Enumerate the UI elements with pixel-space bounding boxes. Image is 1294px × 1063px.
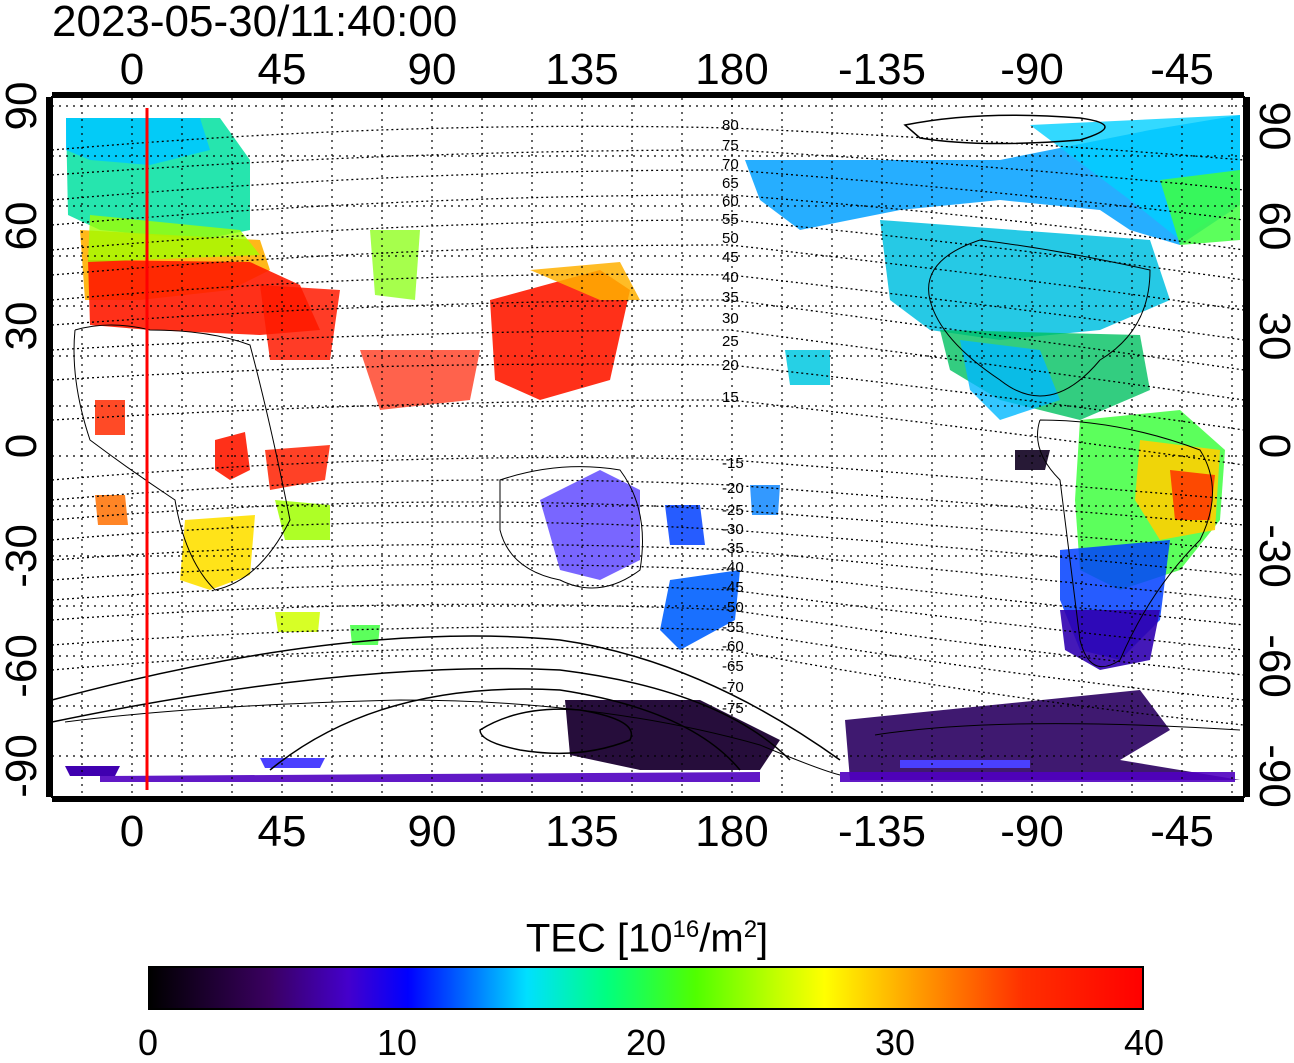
lon-tick-label: -90 bbox=[1000, 45, 1064, 94]
contour-label: -35 bbox=[722, 540, 744, 557]
lat-tick-label: 0 bbox=[0, 434, 46, 458]
contour-label: 20 bbox=[722, 357, 739, 374]
contour-label: -75 bbox=[722, 700, 744, 717]
contour-label: 30 bbox=[722, 310, 739, 327]
lat-tick-label: 30 bbox=[1250, 312, 1294, 361]
frame-band-left bbox=[46, 97, 53, 797]
contour-label: -40 bbox=[722, 559, 744, 576]
lat-tick-label: 60 bbox=[1250, 202, 1294, 251]
colorbar-title-suffix: ] bbox=[757, 916, 769, 961]
lon-ticks-top: 0 45 90 135 180 -135 -90 -45 bbox=[120, 45, 1214, 94]
lon-tick-label: 45 bbox=[258, 45, 307, 94]
frame-band-right bbox=[1243, 97, 1250, 797]
lon-tick-label: 180 bbox=[695, 807, 768, 856]
lat-tick-label: -90 bbox=[1250, 744, 1294, 808]
lon-tick-label: 90 bbox=[408, 807, 457, 856]
contour-label: -70 bbox=[722, 679, 744, 696]
contour-label: 65 bbox=[722, 175, 739, 192]
contour-label: -55 bbox=[722, 619, 744, 636]
magnetic-contours-solid bbox=[51, 114, 1106, 771]
lon-tick-label: 180 bbox=[695, 45, 768, 94]
contour-label: 70 bbox=[722, 156, 739, 173]
lon-tick-label: -90 bbox=[1000, 807, 1064, 856]
contour-label: -25 bbox=[722, 502, 744, 519]
lon-tick-label: 0 bbox=[120, 807, 144, 856]
colorbar-title-mid: /m bbox=[699, 916, 744, 961]
lat-tick-label: 60 bbox=[0, 202, 46, 251]
colorbar bbox=[148, 966, 1144, 1010]
lon-tick-label: 45 bbox=[258, 807, 307, 856]
contour-label: 80 bbox=[722, 117, 739, 134]
tec-map: 80 75 70 65 60 55 50 45 40 35 30 25 20 1… bbox=[0, 45, 1294, 856]
lon-tick-label: 0 bbox=[120, 45, 144, 94]
lat-tick-label: -60 bbox=[1250, 634, 1294, 698]
colorbar-title: TEC [1016/m2] bbox=[0, 905, 1294, 963]
contour-label: -45 bbox=[722, 579, 744, 596]
contour-label: 60 bbox=[722, 193, 739, 210]
contour-label: 55 bbox=[722, 211, 739, 228]
lon-tick-label: -135 bbox=[838, 45, 926, 94]
colorbar-tick-label: 10 bbox=[376, 1022, 418, 1063]
contour-label: 40 bbox=[722, 269, 739, 286]
contour-label: -30 bbox=[722, 521, 744, 538]
map-frame bbox=[51, 96, 1245, 798]
lon-tick-label: 135 bbox=[545, 45, 618, 94]
contour-label: 15 bbox=[722, 389, 739, 406]
lon-tick-label: 90 bbox=[408, 45, 457, 94]
frame-band-bottom bbox=[52, 796, 1244, 802]
lat-ticks-right: 90 60 30 0 -30 -60 -90 bbox=[1250, 102, 1294, 808]
contour-label: 45 bbox=[722, 249, 739, 266]
colorbar-tick-label: 40 bbox=[1123, 1022, 1165, 1063]
lat-tick-label: 30 bbox=[0, 302, 46, 351]
lat-tick-label: 90 bbox=[0, 82, 46, 131]
lon-tick-label: 135 bbox=[545, 807, 618, 856]
contour-label: -60 bbox=[722, 638, 744, 655]
contour-label: -15 bbox=[722, 455, 744, 472]
colorbar-tick-label: 30 bbox=[874, 1022, 916, 1063]
contour-label: 25 bbox=[722, 333, 739, 350]
colorbar-tick-label: 0 bbox=[137, 1022, 159, 1063]
lon-tick-label: -135 bbox=[838, 807, 926, 856]
contour-label: 35 bbox=[722, 289, 739, 306]
colorbar-title-exp2: 2 bbox=[743, 916, 758, 943]
colorbar-tick-label: 20 bbox=[625, 1022, 667, 1063]
contour-labels-north: 80 75 70 65 60 55 50 45 40 35 30 25 20 1… bbox=[722, 117, 739, 406]
lat-ticks-left: 90 60 30 0 -30 -60 -90 bbox=[0, 82, 46, 798]
timestamp-title: 2023-05-30/11:40:00 bbox=[52, 0, 458, 46]
lat-tick-label: -60 bbox=[0, 634, 46, 698]
contour-label: 75 bbox=[722, 137, 739, 154]
lat-tick-label: -90 bbox=[0, 734, 46, 798]
coastlines bbox=[64, 239, 1241, 776]
colorbar-title-exp1: 16 bbox=[672, 916, 700, 943]
contour-label: -65 bbox=[722, 658, 744, 675]
contour-label: -50 bbox=[722, 599, 744, 616]
lon-tick-label: -45 bbox=[1150, 807, 1214, 856]
grid-lines bbox=[52, 98, 1244, 796]
lat-tick-label: 0 bbox=[1250, 434, 1294, 458]
contour-label: 50 bbox=[722, 230, 739, 247]
contour-labels-south: -15 -20 -25 -30 -35 -40 -45 -50 -55 -60 … bbox=[722, 455, 744, 717]
lat-tick-label: -30 bbox=[0, 524, 46, 588]
lon-tick-label: -45 bbox=[1150, 45, 1214, 94]
lat-tick-label: 90 bbox=[1250, 102, 1294, 151]
lon-ticks-bottom: 0 45 90 135 180 -135 -90 -45 bbox=[120, 807, 1214, 856]
colorbar-title-prefix: TEC [10 bbox=[525, 916, 673, 961]
lat-tick-label: -30 bbox=[1250, 524, 1294, 588]
contour-label: -20 bbox=[722, 480, 744, 497]
frame-band-top bbox=[52, 92, 1244, 98]
